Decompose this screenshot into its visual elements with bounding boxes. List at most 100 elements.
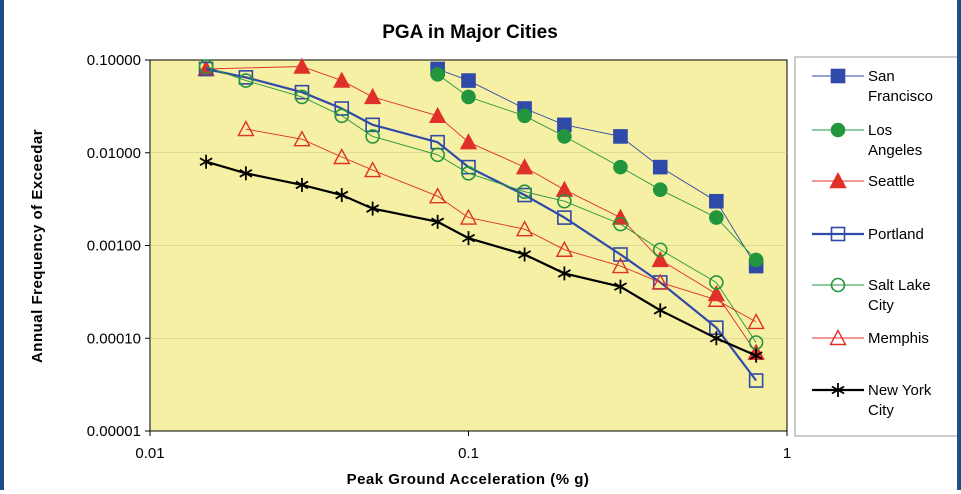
data-point	[430, 147, 445, 163]
data-point	[707, 290, 726, 307]
legend-swatch-marker	[830, 68, 846, 84]
data-point	[365, 129, 380, 144]
data-point	[515, 158, 534, 175]
legend-label: Los Angeles	[868, 122, 922, 159]
data-point	[613, 129, 628, 144]
data-point	[517, 108, 532, 124]
data-point	[428, 187, 447, 204]
series-line	[206, 66, 757, 353]
legend-swatch-marker	[830, 122, 846, 138]
data-point	[613, 216, 628, 232]
data-point	[294, 89, 310, 105]
series-line	[437, 68, 757, 267]
data-point	[613, 247, 628, 262]
y-axis-title: Annual Frequency of Exceedar	[29, 129, 46, 363]
legend-label: Salt Lake City	[868, 277, 931, 314]
pga-chart: PGA in Major Cities 0.00001 0.00010 0.0010…	[29, 22, 957, 488]
data-point	[461, 73, 476, 88]
data-point	[238, 73, 254, 88]
legend-label: San Francisco	[868, 68, 933, 105]
data-point	[653, 303, 667, 318]
data-point	[651, 250, 669, 268]
data-point	[363, 161, 382, 178]
data-point	[293, 57, 311, 74]
data-point	[461, 166, 476, 181]
data-point	[293, 130, 311, 147]
data-point	[749, 348, 763, 363]
series-los-angeles	[430, 67, 764, 268]
legend-swatch-marker	[830, 277, 846, 293]
data-point	[365, 117, 380, 133]
data-point	[363, 87, 382, 105]
data-point	[431, 214, 445, 229]
data-point	[651, 273, 669, 290]
data-point	[334, 101, 350, 116]
legend-label: Seattle	[868, 173, 915, 190]
x-tick-label: 1	[783, 445, 791, 462]
data-point	[366, 201, 380, 216]
legend-swatch-marker	[830, 226, 846, 242]
data-point	[709, 210, 724, 225]
data-point	[333, 148, 351, 165]
y-tick-label: 0.01000	[87, 145, 141, 162]
data-point	[557, 193, 572, 209]
y-tick-label: 0.00001	[87, 423, 141, 440]
series-line	[437, 74, 757, 261]
data-point	[709, 275, 724, 290]
data-point	[459, 133, 478, 150]
series-memphis	[237, 120, 765, 330]
data-point	[611, 257, 630, 274]
legend-entry-seattle: Seattle	[812, 172, 915, 190]
data-point	[333, 71, 351, 88]
y-tick-label: 0.00010	[87, 330, 141, 347]
data-point	[461, 89, 476, 105]
data-point	[709, 193, 724, 209]
data-point	[557, 210, 572, 225]
legend-swatch-marker	[829, 172, 847, 189]
legend-label: Memphis	[868, 330, 929, 347]
data-point	[747, 312, 765, 330]
data-point	[428, 106, 447, 124]
data-point	[517, 184, 532, 200]
data-point	[335, 188, 349, 203]
data-point	[198, 59, 214, 74]
data-point	[557, 129, 572, 144]
legend-swatch-marker	[829, 329, 847, 346]
legend-entry-salt-lake-city: Salt Lake City	[812, 277, 931, 314]
legend-entry-portland: Portland	[812, 226, 924, 243]
y-tick-label: 0.10000	[87, 52, 141, 69]
series-layer	[197, 57, 765, 388]
series-new-york-city	[199, 154, 763, 363]
y-tick-label: 0.00100	[87, 238, 141, 255]
x-tick-label: 0.01	[135, 445, 164, 462]
data-point	[613, 159, 628, 175]
legend	[794, 56, 957, 437]
data-point	[555, 180, 574, 197]
data-point	[652, 242, 668, 258]
series-line	[245, 128, 757, 323]
data-point	[430, 67, 445, 82]
data-point	[555, 240, 574, 257]
legend-entries: San Francisco Los Angeles Seattle Portland Sal…	[812, 68, 933, 419]
data-point	[295, 177, 309, 192]
data-point	[518, 247, 532, 262]
legend-entry-memphis: Memphis	[812, 329, 929, 347]
data-point	[748, 373, 764, 388]
data-point	[334, 108, 350, 124]
x-axis-title: Peak Ground Acceleration (% g)	[347, 471, 590, 488]
data-point	[461, 231, 476, 246]
series-salt-lake-city	[198, 59, 764, 350]
data-point	[294, 84, 310, 100]
data-point	[613, 279, 628, 294]
x-tick-label: 0.1	[458, 445, 479, 462]
data-point	[237, 120, 255, 137]
chart-title: PGA in Major Cities	[382, 22, 558, 43]
data-point	[199, 154, 213, 169]
legend-entry-new-york-city: New York City	[812, 382, 932, 419]
data-point	[748, 252, 764, 268]
data-point	[515, 220, 534, 237]
data-point	[557, 266, 571, 281]
data-point	[652, 159, 668, 175]
series-line	[205, 66, 757, 343]
